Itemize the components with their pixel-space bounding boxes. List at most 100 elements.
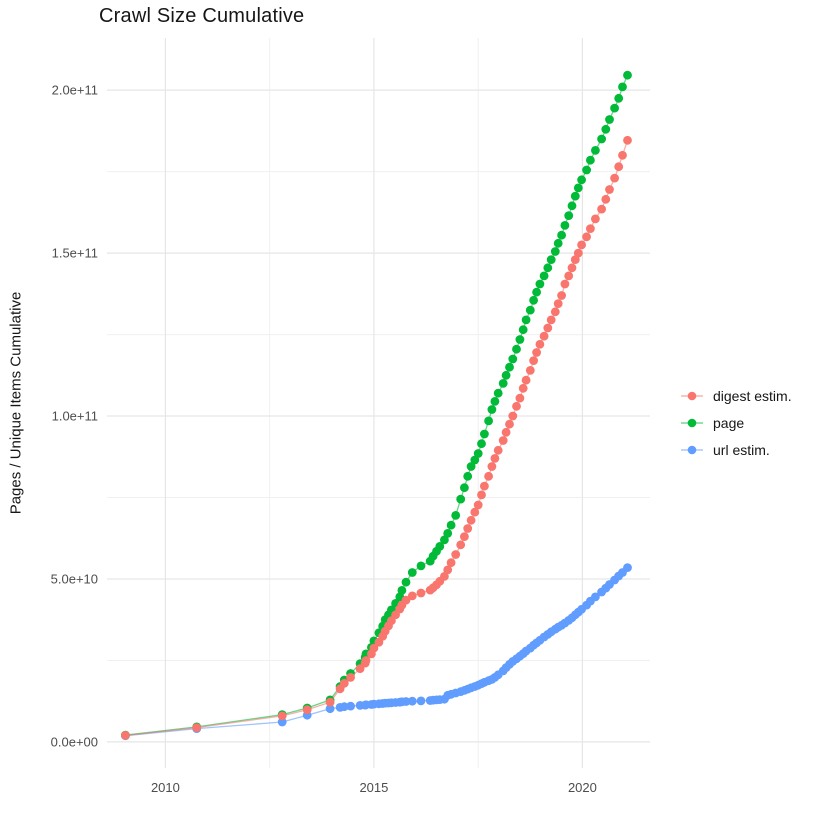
data-point-digest-estim (443, 565, 453, 575)
data-point-page (573, 183, 583, 193)
legend-label-page: page (713, 414, 745, 431)
data-point-digest-estim (192, 723, 202, 732)
data-point-digest-estim (535, 339, 545, 349)
data-point-digest-estim (560, 279, 570, 289)
data-point-digest-estim (515, 393, 525, 403)
data-point-url-estim (325, 704, 335, 714)
data-point-page (605, 115, 614, 124)
data-point-digest-estim (577, 240, 586, 250)
data-point-page (532, 287, 541, 297)
data-point-digest-estim (539, 331, 549, 341)
data-point-digest-estim (487, 462, 497, 471)
series-digest-estim (121, 135, 632, 740)
data-point-page (610, 103, 619, 113)
data-point-page (550, 247, 560, 256)
data-point-digest-estim (440, 572, 449, 581)
data-point-page (463, 471, 473, 481)
data-point-digest-estim (623, 135, 632, 145)
data-point-page (601, 124, 611, 134)
data-point-digest-estim (557, 291, 566, 300)
data-point-page (567, 201, 577, 211)
data-point-page (416, 561, 426, 571)
data-point-digest-estim (460, 532, 469, 541)
data-point-digest-estim (601, 194, 611, 204)
data-point-digest-estim (605, 185, 614, 194)
data-point-page (535, 279, 545, 289)
data-point-url-estim (591, 592, 600, 602)
data-point-page (525, 305, 535, 315)
data-point-digest-estim (505, 419, 514, 429)
data-point-page (477, 439, 486, 449)
data-point-digest-estim (501, 427, 511, 437)
data-point-digest-estim (490, 454, 500, 463)
data-point-page (505, 362, 514, 372)
data-point-page (501, 370, 511, 380)
data-point-digest-estim (277, 711, 287, 721)
data-point-page (546, 255, 556, 264)
data-point-digest-estim (543, 323, 553, 333)
data-point-page (460, 483, 469, 493)
data-point-page (446, 520, 456, 530)
data-point-page (435, 542, 445, 551)
data-point-digest-estim (473, 500, 483, 510)
data-point-url-estim (339, 702, 349, 712)
data-point-digest-estim (339, 678, 349, 688)
data-point-digest-estim (480, 481, 489, 491)
data-point-page (586, 155, 595, 165)
data-point-digest-estim (597, 204, 606, 214)
data-point-digest-estim (477, 490, 486, 500)
data-point-url-estim (401, 697, 411, 706)
data-point-page (451, 511, 461, 520)
data-point-url-estim (277, 717, 287, 727)
chart-title: Crawl Size Cumulative (99, 5, 305, 27)
data-point-digest-estim (466, 515, 476, 525)
data-point-digest-estim (525, 366, 535, 375)
data-point-page (498, 379, 508, 388)
y-tick-label: 1.0e+11 (52, 409, 98, 424)
series-url-estim (121, 563, 632, 741)
legend-label-url-estim: url estim. (713, 441, 770, 458)
legend-item-page: page (680, 409, 792, 436)
y-axis-title: Pages / Unique Items Cumulative (7, 291, 25, 515)
legend: digest estim. page url estim. (680, 382, 792, 463)
data-point-page (564, 211, 574, 221)
data-point-page (582, 165, 591, 175)
data-point-digest-estim (369, 643, 379, 653)
data-point-url-estim (346, 701, 355, 711)
data-point-page (614, 93, 624, 103)
data-point-digest-estim (401, 595, 411, 605)
data-point-page (512, 344, 521, 354)
data-point-page (560, 221, 570, 230)
data-point-page (466, 462, 476, 471)
data-point-digest-estim (586, 224, 595, 234)
data-point-digest-estim (416, 588, 426, 598)
data-point-digest-estim (493, 445, 503, 455)
data-point-digest-estim (532, 348, 541, 357)
data-point-url-estim (416, 696, 426, 706)
data-point-url-estim (623, 563, 632, 572)
x-tick-label: 2020 (568, 780, 597, 795)
legend-item-digest-estim: digest estim. (680, 382, 792, 409)
data-point-page (543, 263, 553, 273)
data-point-page (407, 568, 417, 577)
data-point-digest-estim (582, 232, 591, 242)
data-point-page (470, 455, 480, 465)
data-point-page (490, 397, 500, 406)
data-point-digest-estim (553, 299, 563, 308)
legend-key-digest-estim-icon (680, 389, 704, 403)
data-point-digest-estim (121, 731, 130, 740)
data-point-digest-estim (618, 150, 627, 160)
data-point-digest-estim (518, 383, 528, 393)
data-point-page (440, 535, 449, 545)
data-point-digest-estim (456, 540, 466, 550)
data-point-digest-estim (346, 673, 355, 682)
legend-key-url-estim-icon (680, 443, 704, 457)
data-point-digest-estim (325, 697, 335, 707)
data-point-digest-estim (614, 162, 624, 172)
data-point-digest-estim (484, 471, 493, 481)
data-point-page (480, 429, 489, 439)
y-tick-label: 0.0e+00 (51, 734, 98, 749)
data-point-page (529, 295, 538, 305)
